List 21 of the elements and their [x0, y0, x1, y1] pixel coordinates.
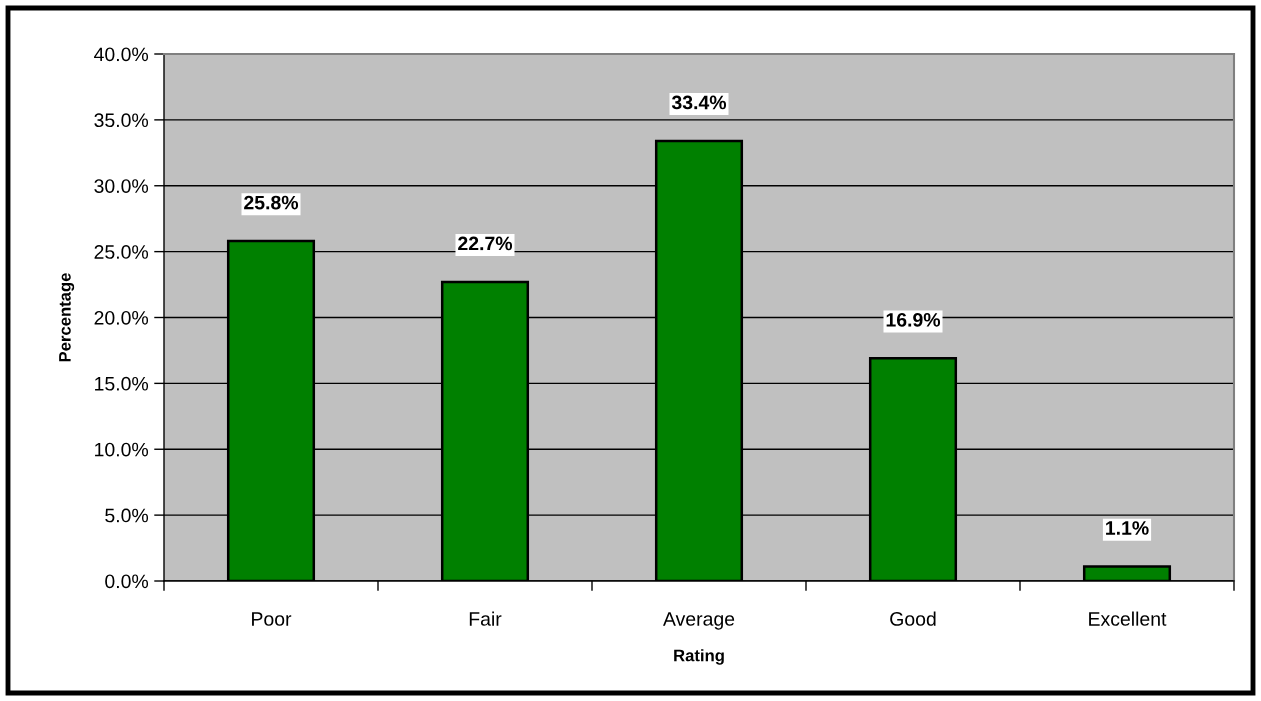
y-tick-label: 35.0%: [94, 113, 149, 128]
x-tick-label: Excellent: [1089, 611, 1167, 626]
x-tick-label: Fair: [469, 611, 502, 626]
x-tick-label: Average: [663, 612, 735, 630]
y-tick-label: 30.0%: [94, 179, 149, 193]
data-label: 33.4%: [671, 95, 727, 110]
y-axis-title: Percentage: [59, 273, 75, 362]
y-tick-label: 10.0%: [95, 442, 149, 457]
y-tick-label: 0.0%: [105, 574, 149, 589]
data-label: 16.9%: [886, 312, 941, 327]
y-tick-label: 40.0%: [94, 47, 149, 62]
y-tick-label: 20.0%: [94, 310, 149, 325]
data-label: 25.8%: [244, 195, 299, 210]
x-tick-label: Good: [890, 611, 936, 626]
data-label: 1.1%: [1106, 521, 1149, 535]
y-tick-label: 15.0%: [95, 376, 149, 391]
x-axis-title: Rating: [674, 649, 724, 665]
data-label: 22.7%: [458, 236, 513, 251]
y-tick-label: 25.0%: [94, 245, 149, 259]
x-tick-label: Poor: [252, 612, 292, 626]
y-tick-label: 5.0%: [105, 508, 149, 523]
